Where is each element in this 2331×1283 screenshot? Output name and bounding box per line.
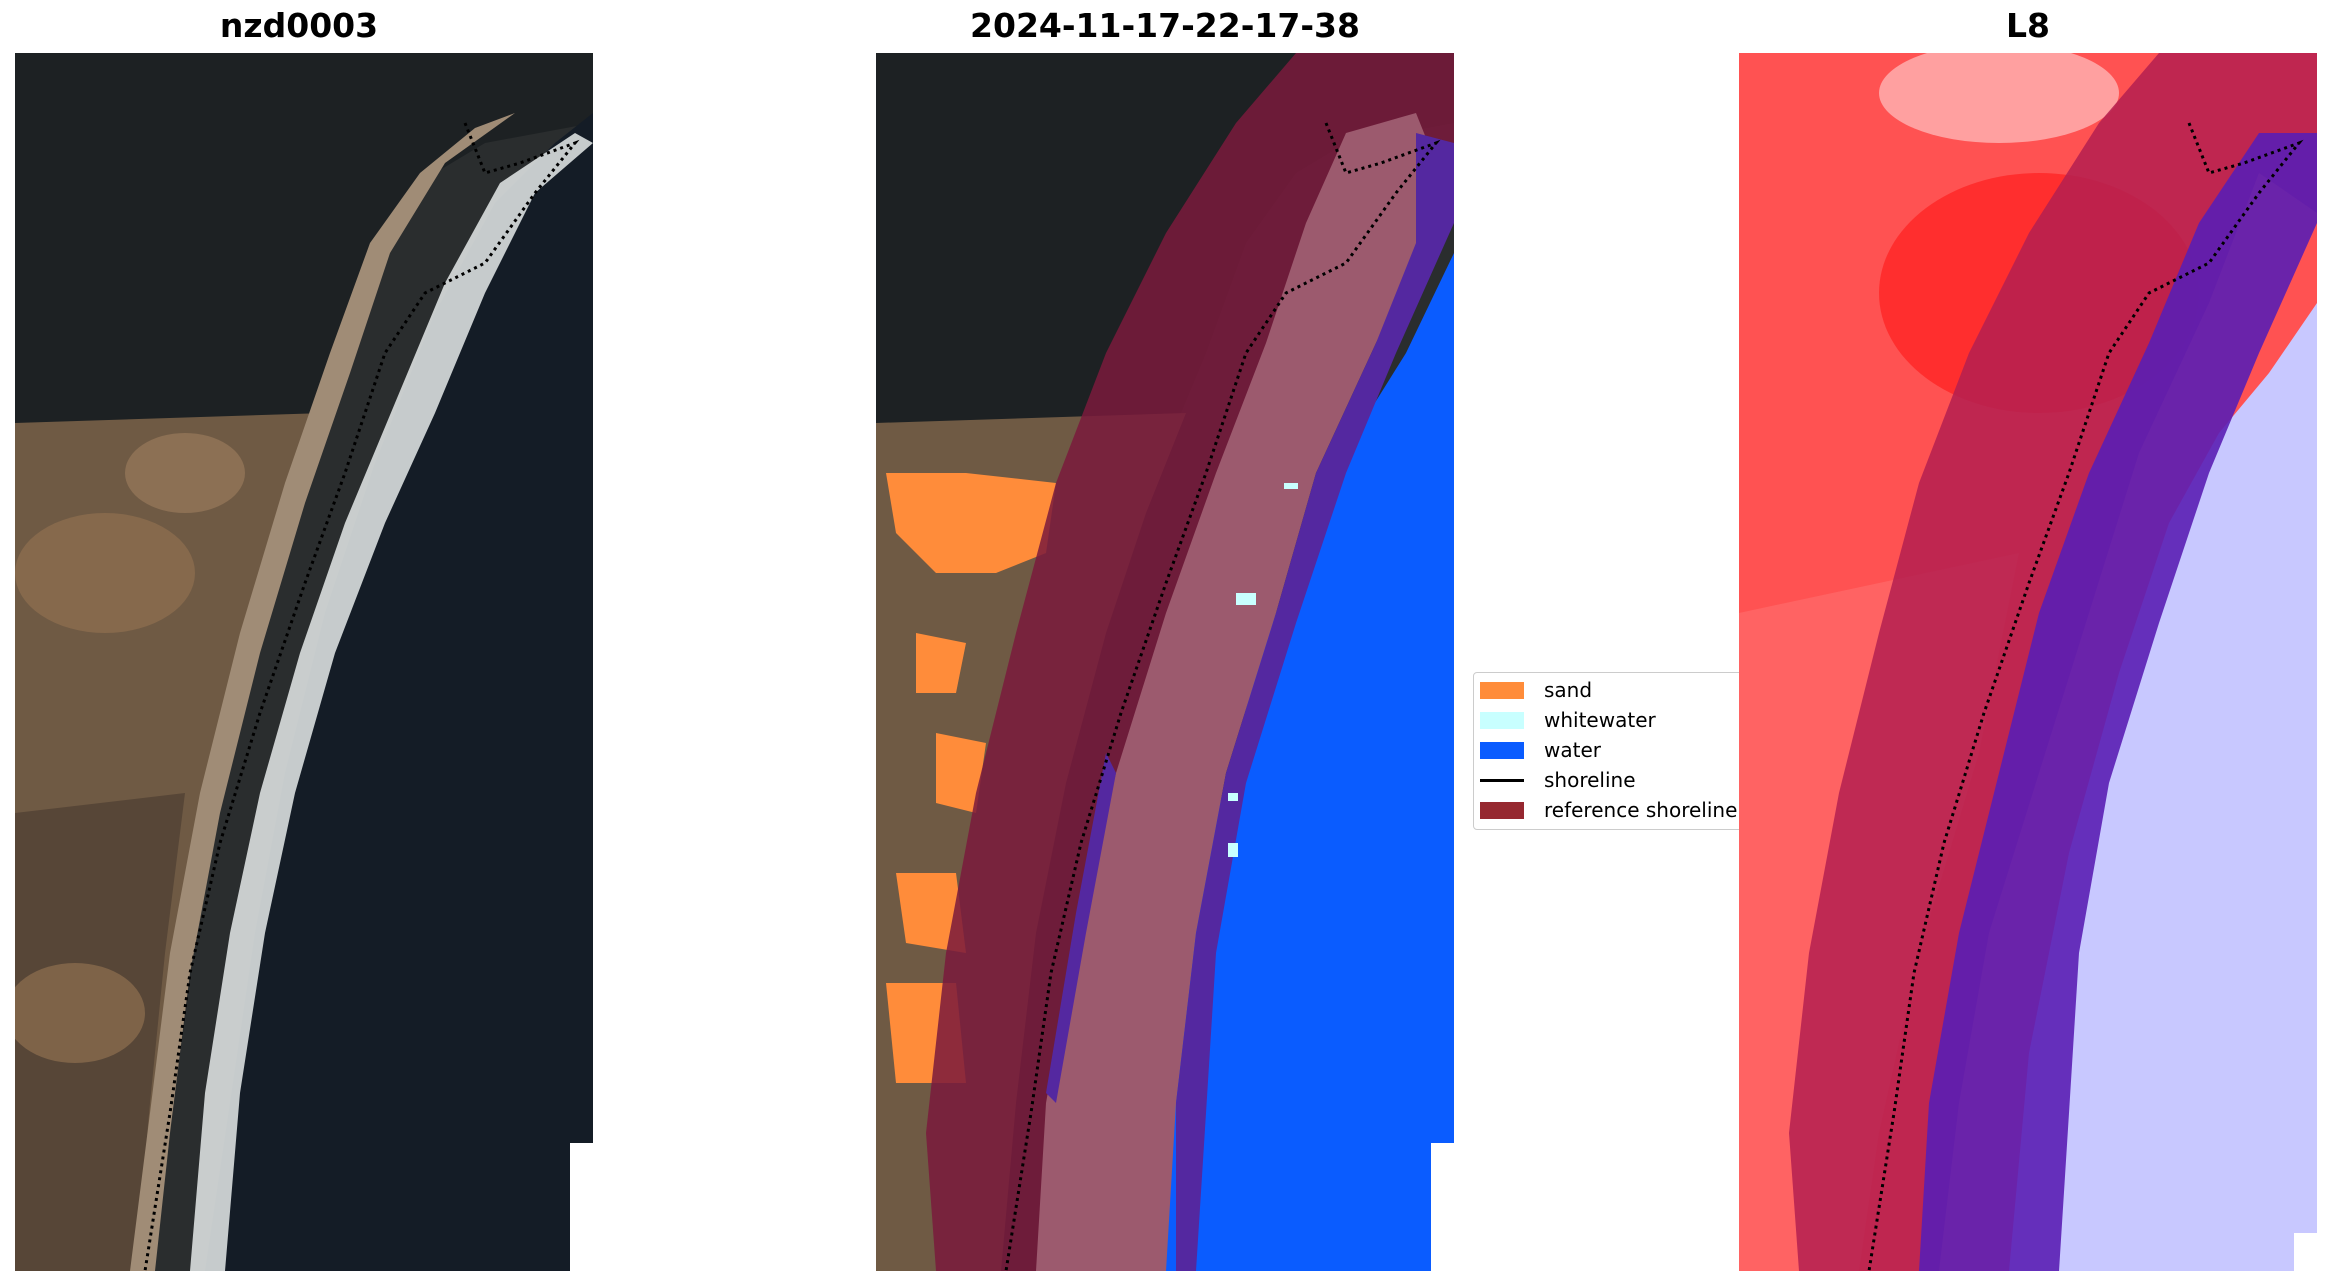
rgb-satellite-image (15, 53, 593, 1271)
panel-title-classification: 2024-11-17-22-17-38 (970, 6, 1360, 45)
rgb-image-panel (15, 53, 593, 1271)
legend-item-shoreline: shoreline (1480, 766, 1636, 794)
legend-label: reference shoreline (1544, 798, 1738, 822)
legend-label: water (1544, 738, 1601, 762)
legend-label: sand (1544, 678, 1593, 702)
index-image (1739, 53, 2317, 1271)
panel-title-index: L8 (2006, 6, 2050, 45)
index-panel (1739, 53, 2317, 1271)
legend-item-water: water (1480, 736, 1601, 764)
shoreline-line-swatch (1480, 778, 1524, 782)
legend-item-sand: sand (1480, 676, 1592, 704)
water-swatch (1480, 741, 1524, 759)
whitewater-swatch (1480, 711, 1524, 729)
legend-item-reference-shoreline: reference shoreline (1480, 796, 1737, 824)
legend-item-whitewater: whitewater (1480, 706, 1656, 734)
sand-swatch (1480, 681, 1524, 699)
reference-shoreline-swatch (1480, 801, 1524, 819)
legend-label: shoreline (1544, 768, 1636, 792)
legend-label: whitewater (1544, 708, 1656, 732)
panel-title-rgb: nzd0003 (219, 6, 379, 45)
legend: sand whitewater water shoreline referenc… (1473, 672, 1773, 830)
classified-image (876, 53, 1454, 1271)
classification-panel (876, 53, 1454, 1271)
